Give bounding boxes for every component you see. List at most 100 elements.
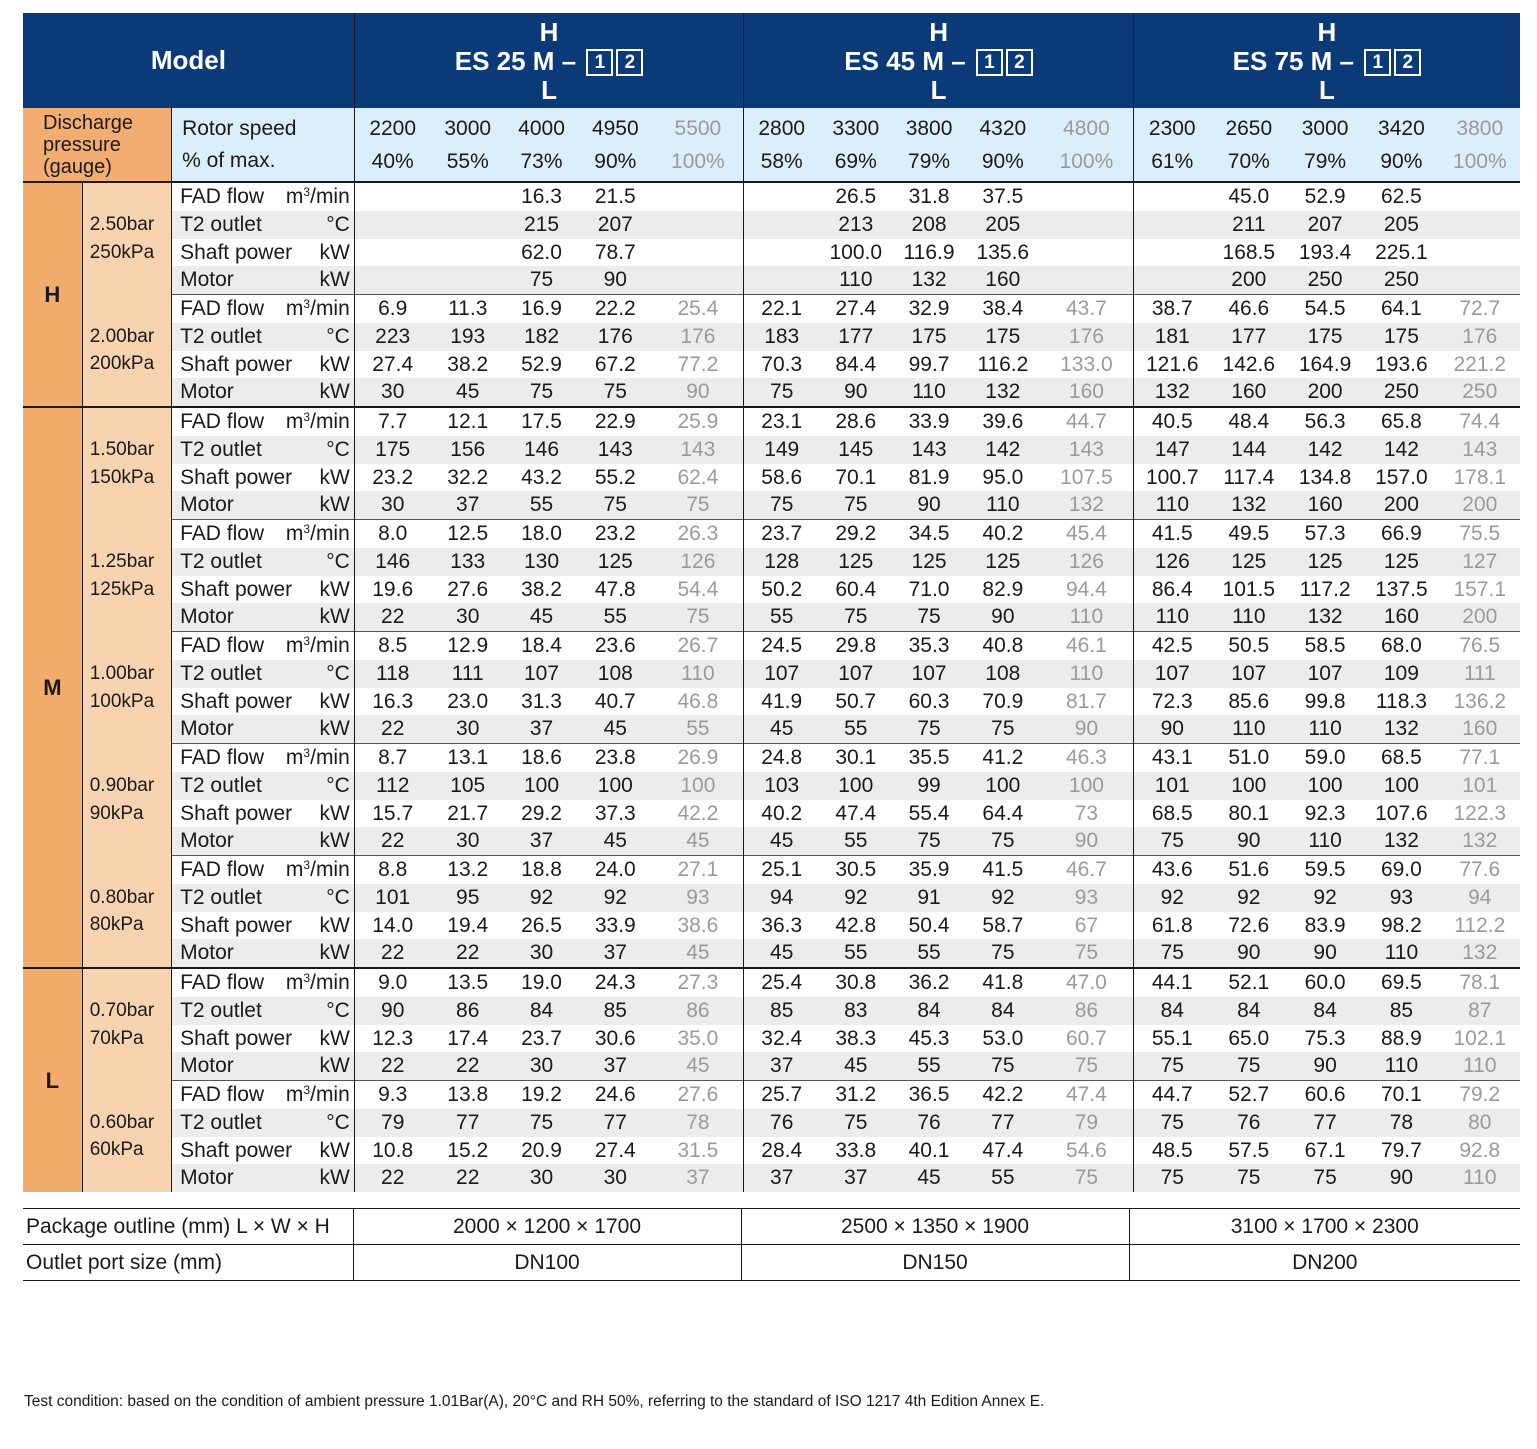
row-label: Shaft power kW	[171, 1024, 355, 1053]
value-cell: 130	[504, 547, 579, 576]
value-cell: 128	[743, 547, 820, 576]
value-cell: 25.1	[743, 854, 820, 884]
value-cell: 107	[1286, 659, 1364, 688]
value-cell: 75	[819, 1108, 893, 1137]
value-cell: 90	[1210, 939, 1287, 968]
value-cell: 22	[353, 1052, 431, 1081]
value-cell: 93	[1363, 883, 1440, 912]
value-cell: 100	[1286, 771, 1364, 800]
value-cell: 100	[1363, 771, 1440, 800]
value-cell: 108	[578, 659, 653, 688]
value-cell: 132	[1363, 827, 1440, 856]
value-cell: 95.0	[965, 463, 1040, 492]
value-cell: 38.3	[819, 1024, 893, 1053]
row-label-unit: °C	[326, 549, 350, 573]
value-cell: 98.2	[1363, 911, 1440, 940]
value-cell: 132	[1286, 603, 1364, 632]
value-cell: 15.2	[430, 1136, 505, 1165]
value-cell: 102.1	[1439, 1024, 1520, 1053]
value-cell: 176	[1439, 322, 1520, 351]
package-outline-label: Package outline (mm) L × W × H	[26, 1214, 330, 1238]
value-cell: 45	[652, 939, 744, 968]
rotor-speed-cell: 4950 90%	[578, 108, 653, 183]
row-label-name: FAD flow	[180, 971, 265, 994]
value-cell: 45	[652, 1052, 744, 1081]
pressure-cell: 0.90bar 90kPa	[81, 743, 172, 856]
value-cell: 200	[1439, 603, 1520, 632]
value-cell: 75	[504, 266, 579, 295]
value-cell: 20.9	[504, 1136, 579, 1165]
value-cell: 22	[430, 1164, 505, 1192]
value-cell: 31.2	[819, 1079, 893, 1109]
row-label-name: Motor	[180, 493, 234, 517]
pressure-kpa: 100kPa	[89, 690, 155, 712]
row-label: Shaft power kW	[171, 463, 355, 492]
row-label-unit: kW	[319, 605, 350, 629]
value-cell: 70.1	[819, 463, 893, 492]
row-label: T2 outlet °C	[171, 996, 355, 1025]
rotor-speed-cell: 4000 73%	[504, 108, 579, 183]
value-cell: 110	[1363, 1052, 1440, 1081]
value-cell: 36.3	[743, 911, 820, 940]
package-outline-row: Package outline (mm) L × W × H 2000 × 12…	[23, 1208, 1520, 1245]
value-cell: 208	[892, 210, 966, 239]
row-label-name: FAD flow	[180, 185, 265, 208]
value-cell: 110	[1132, 491, 1211, 520]
value-cell: 35.5	[892, 742, 966, 772]
data-row: Shaft power kW 15.7 21.7 29.2 37.3 42.2 40.2 47.…	[23, 799, 1520, 828]
value-cell: 85.6	[1210, 687, 1287, 716]
value-cell: 23.7	[504, 1024, 579, 1053]
value-cell: 10.8	[353, 1136, 431, 1165]
model-variant-bottom: L	[1318, 74, 1335, 105]
value-cell: 45.0	[1210, 181, 1287, 211]
value-cell: 80.1	[1210, 799, 1287, 828]
value-cell	[1439, 238, 1520, 267]
row-label-unit: °C	[326, 324, 350, 348]
value-cell: 75	[743, 378, 820, 407]
pressure-cell: 0.60bar 60kPa	[81, 1080, 172, 1192]
value-cell: 215	[504, 210, 579, 239]
row-label: FAD flow m3/min	[171, 854, 355, 884]
value-cell: 72.6	[1210, 911, 1287, 940]
row-label: T2 outlet °C	[171, 659, 355, 688]
value-cell	[1439, 181, 1520, 211]
value-cell: 22.1	[743, 293, 820, 323]
rotor-speed-value: 2200	[369, 116, 417, 140]
value-cell: 55	[819, 827, 893, 856]
value-cell: 193.6	[1363, 350, 1440, 379]
rotor-speed-value: 4000	[518, 116, 565, 140]
value-cell: 83	[819, 996, 893, 1025]
value-cell: 92	[1286, 883, 1364, 912]
value-cell: 100	[1039, 771, 1134, 800]
value-cell: 178.1	[1439, 463, 1520, 492]
rotor-speed-value: 4800	[1063, 116, 1110, 140]
value-cell: 38.6	[652, 911, 744, 940]
value-cell: 132	[892, 266, 966, 295]
value-cell: 126	[1132, 547, 1211, 576]
rotor-speed-cell: 3420 90%	[1363, 108, 1440, 183]
value-cell: 74.4	[1439, 406, 1520, 436]
value-cell: 125	[819, 547, 893, 576]
value-cell: 65.0	[1210, 1024, 1287, 1053]
value-cell: 168.5	[1210, 238, 1287, 267]
row-label-name: Shaft power	[180, 465, 293, 489]
value-cell: 143	[1039, 435, 1134, 464]
value-cell: 36.5	[892, 1079, 966, 1109]
value-cell: 92	[504, 883, 579, 912]
data-row: Shaft power kW 23.2 32.2 43.2 55.2 62.4 58.6 70.…	[23, 463, 1520, 492]
row-label-name: Shaft power	[180, 352, 293, 376]
value-cell: 45	[743, 715, 820, 744]
data-row: Motor kW 22 22 30 37 45 37 45 55 75 75 75 75 90 110 110	[23, 1052, 1520, 1081]
value-cell: 88.9	[1363, 1024, 1440, 1053]
value-cell: 110	[1210, 603, 1287, 632]
value-cell: 110	[1039, 603, 1134, 632]
value-cell: 125	[578, 547, 653, 576]
row-label-unit: kW	[319, 1166, 350, 1190]
value-cell: 37	[430, 491, 505, 520]
value-cell: 35.0	[652, 1024, 744, 1053]
row-label-name: FAD flow	[180, 746, 265, 769]
value-cell	[430, 266, 505, 295]
value-cell: 107	[1132, 659, 1211, 688]
value-cell: 250	[1363, 266, 1440, 295]
value-cell: 32.9	[892, 293, 966, 323]
